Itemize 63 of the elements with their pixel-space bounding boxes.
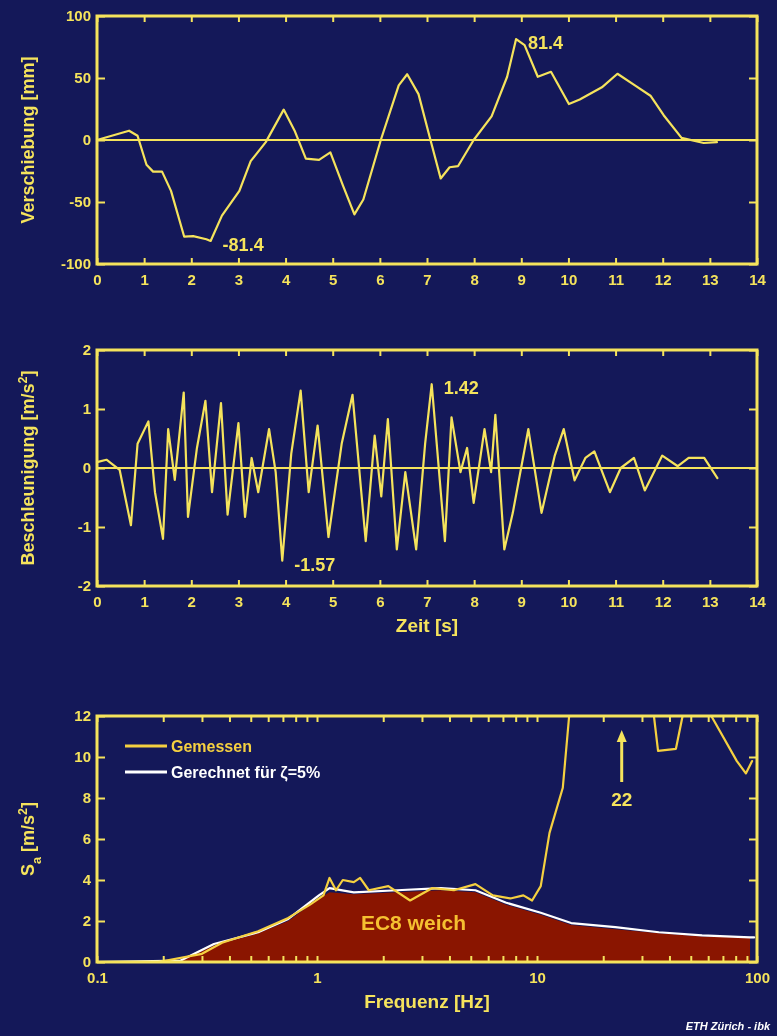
- x-tick-label: 10: [560, 592, 578, 610]
- x-tick-label: 6: [376, 592, 385, 610]
- y-tick-label: -1: [77, 518, 91, 536]
- x-tick-label: 4: [281, 592, 291, 610]
- y-tick-label: -100: [60, 255, 91, 273]
- y-tick-label: -2: [77, 577, 91, 595]
- x-tick-label: 11: [608, 270, 624, 288]
- annotation: -81.4: [222, 234, 264, 255]
- x-tick-label: 12: [654, 270, 672, 288]
- x-tick-label: 14: [749, 592, 767, 610]
- annotation: 1.42: [443, 378, 479, 399]
- x-tick-label: 5: [329, 270, 338, 288]
- x-tick-label: 100: [744, 968, 771, 986]
- y-tick-label: 10: [74, 748, 91, 766]
- y-tick-label: 2: [82, 341, 91, 359]
- x-tick-label: 1: [140, 592, 149, 610]
- legend-label: Gerechnet für ζ=5%: [171, 764, 321, 782]
- x-tick-label: 8: [470, 270, 479, 288]
- series-label: EC8 weich: [360, 910, 466, 934]
- y-tick-label: 0: [82, 953, 91, 971]
- x-tick-label: 1: [140, 270, 149, 288]
- y-tick-label: 8: [82, 789, 91, 807]
- x-tick-label: 7: [423, 270, 432, 288]
- x-axis-title: Zeit [s]: [395, 615, 459, 636]
- y-tick-label: 6: [82, 830, 91, 848]
- x-tick-label: 11: [608, 592, 624, 610]
- x-tick-label: 3: [234, 592, 244, 610]
- y-tick-label: 0: [82, 131, 91, 149]
- y-tick-label: 12: [74, 707, 91, 725]
- y-tick-label: -50: [69, 193, 91, 211]
- annotation: 81.4: [528, 33, 564, 54]
- x-tick-label: 14: [749, 270, 767, 288]
- x-tick-label: 6: [376, 270, 385, 288]
- x-tick-label: 2: [187, 270, 196, 288]
- x-tick-label: 7: [423, 592, 432, 610]
- x-tick-label: 1: [313, 968, 322, 986]
- x-tick-label: 3: [234, 270, 244, 288]
- y-tick-label: 2: [82, 912, 91, 930]
- x-tick-label: 0: [93, 270, 102, 288]
- x-axis-title: Frequenz [Hz]: [364, 991, 490, 1012]
- text: ETH Zürich - ibk: [685, 1020, 771, 1032]
- y-tick-label: 1: [82, 400, 91, 418]
- x-tick-label: 10: [529, 968, 546, 986]
- x-tick-label: 5: [329, 592, 338, 610]
- y-tick-label: 4: [82, 871, 92, 889]
- x-tick-label: 4: [281, 270, 291, 288]
- legend-label: Gemessen: [171, 738, 252, 755]
- annotation: 22: [611, 789, 633, 810]
- x-tick-label: 9: [517, 270, 526, 288]
- y-tick-label: 0: [82, 459, 91, 477]
- annotation: -1.57: [294, 554, 336, 575]
- x-tick-label: 0: [93, 592, 102, 610]
- y-tick-label: 100: [65, 7, 91, 25]
- y-axis-title: Verschiebung [mm]: [18, 56, 38, 224]
- x-tick-label: 13: [702, 592, 719, 610]
- x-tick-label: 8: [470, 592, 479, 610]
- x-tick-label: 12: [654, 592, 672, 610]
- x-tick-label: 2: [187, 592, 196, 610]
- x-tick-label: 13: [702, 270, 719, 288]
- x-tick-label: 9: [517, 592, 526, 610]
- x-tick-label: 10: [560, 270, 578, 288]
- x-tick-label: 0.1: [87, 968, 108, 986]
- y-tick-label: 50: [74, 69, 91, 87]
